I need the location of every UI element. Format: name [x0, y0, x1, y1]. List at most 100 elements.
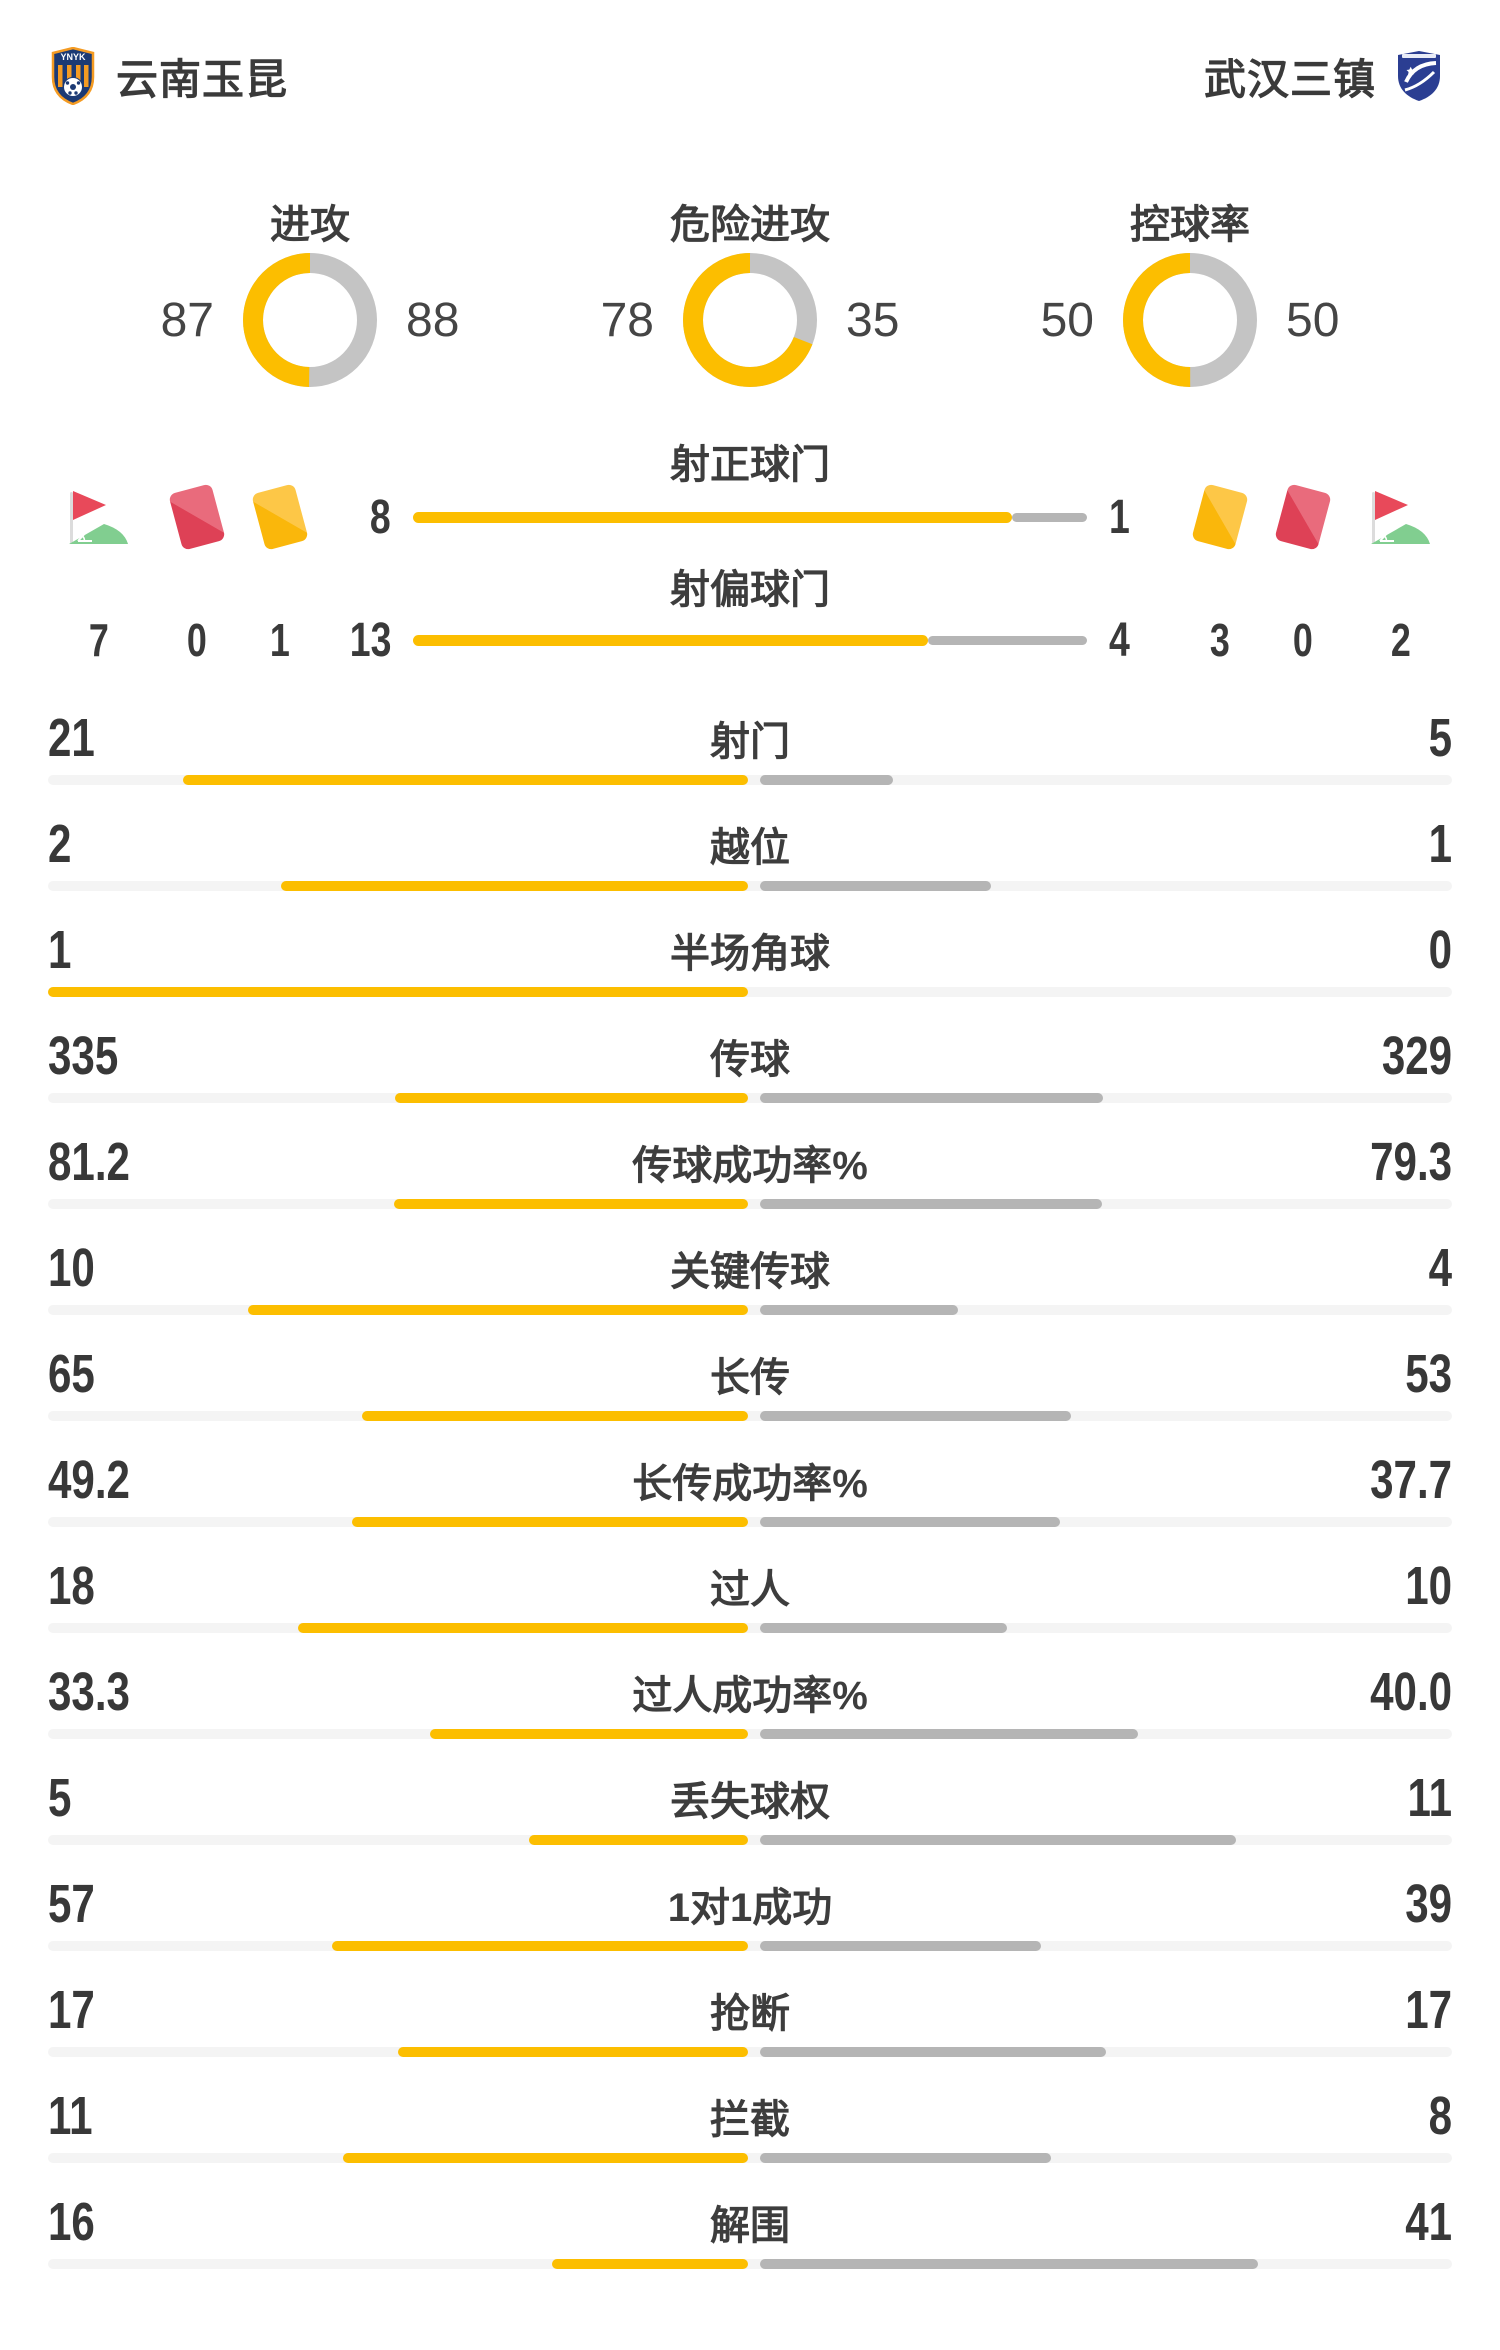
donut-dangerous-attack: 危险进攻 78 35 — [530, 202, 970, 390]
home-stat-bar — [48, 987, 748, 997]
yellow-card-icon — [1191, 483, 1249, 551]
away-yellow-cards-count: 3 — [1210, 614, 1230, 666]
away-stat-bar — [760, 1517, 1061, 1527]
home-stat-bar — [351, 1517, 748, 1527]
home-stat-bar — [430, 1729, 748, 1739]
stat-label: 传球成功率% — [632, 1144, 868, 1188]
home-stat-value: 11 — [48, 2086, 93, 2146]
stat-bar-track — [48, 1093, 1452, 1103]
stat-bar-track — [48, 1623, 1452, 1633]
stat-bar-track — [48, 2259, 1452, 2269]
home-stat-bar — [398, 2047, 748, 2057]
home-stat-value: 5 — [48, 1768, 72, 1828]
donut-title: 危险进攻 — [670, 203, 830, 247]
home-stat-bar — [281, 881, 748, 891]
away-stat-bar — [760, 2153, 1052, 2163]
away-stat-value: 1 — [1428, 814, 1452, 874]
stat-label: 传球 — [710, 1038, 790, 1082]
home-team-name: 云南玉昆 — [116, 55, 289, 103]
stat-label: 关键传球 — [670, 1250, 830, 1294]
home-stat-value: 18 — [48, 1556, 95, 1616]
stat-row: 49.2 长传成功率% 37.7 — [0, 1449, 1500, 1555]
away-stat-value: 329 — [1381, 1026, 1452, 1086]
home-stat-value: 21 — [48, 708, 95, 768]
home-stat-bar — [551, 2259, 748, 2269]
stat-row: 18 过人 10 — [0, 1555, 1500, 1661]
stat-label: 抢断 — [710, 1992, 790, 2036]
stat-label: 拦截 — [710, 2098, 790, 2142]
stat-label: 过人成功率% — [632, 1674, 868, 1718]
away-team-name: 武汉三镇 — [1203, 55, 1376, 103]
stat-label: 解围 — [710, 2204, 790, 2248]
stat-row: 81.2 传球成功率% 79.3 — [0, 1131, 1500, 1237]
home-stat-value: 65 — [48, 1344, 95, 1404]
stat-label: 半场角球 — [670, 932, 830, 976]
away-donut-value: 50 — [1286, 293, 1340, 347]
away-red-cards-count: 0 — [1293, 614, 1313, 666]
home-stat-value: 49.2 — [48, 1450, 130, 1510]
shots-off-target-label: 射偏球门 — [670, 568, 830, 612]
donut-title: 控球率 — [1130, 203, 1250, 247]
home-stat-value: 81.2 — [48, 1132, 130, 1192]
home-stat-value: 16 — [48, 2192, 95, 2252]
home-donut-value: 50 — [1040, 293, 1094, 347]
home-stat-bar — [182, 775, 748, 785]
away-stat-bar — [760, 2047, 1106, 2057]
away-discipline-icons — [1191, 483, 1438, 551]
home-shots-on-target: 8 — [370, 490, 391, 544]
stat-row: 33.3 过人成功率% 40.0 — [0, 1661, 1500, 1767]
stat-row: 11 拦截 8 — [0, 2085, 1500, 2191]
home-shots-off-target: 13 — [349, 613, 391, 667]
home-stat-value: 335 — [48, 1026, 119, 1086]
home-corners-count: 7 — [89, 614, 109, 666]
away-stat-value: 11 — [1407, 1768, 1452, 1828]
stat-row: 1 半场角球 0 — [0, 919, 1500, 1025]
away-discipline-counts: 3 0 2 — [1198, 613, 1438, 667]
stat-row: 10 关键传球 4 — [0, 1237, 1500, 1343]
shots-on-target-row: 8 1 — [0, 482, 1500, 552]
away-stat-value: 17 — [1405, 1980, 1452, 2040]
away-stat-bar — [760, 775, 894, 785]
home-donut-value: 87 — [160, 293, 214, 347]
stat-bar-track — [48, 1835, 1452, 1845]
away-stat-bar — [760, 1411, 1071, 1421]
away-stat-bar — [760, 2259, 1258, 2269]
away-stat-value: 40.0 — [1370, 1662, 1452, 1722]
home-stat-bar — [529, 1835, 748, 1845]
stat-bar-track — [48, 775, 1452, 785]
away-stat-value: 39 — [1405, 1874, 1452, 1934]
shots-on-target-bar — [397, 511, 1103, 523]
away-stat-bar — [760, 1199, 1102, 1209]
away-stat-value: 10 — [1405, 1556, 1452, 1616]
yellow-card-icon — [251, 483, 309, 551]
stat-row: 57 1对1成功 39 — [0, 1873, 1500, 1979]
home-stat-value: 17 — [48, 1980, 95, 2040]
home-stat-bar — [394, 1093, 748, 1103]
stat-label: 射门 — [710, 720, 790, 764]
donut-ring-chart — [243, 253, 377, 387]
stat-label: 长传成功率% — [632, 1462, 868, 1506]
away-bar-segment — [928, 635, 1087, 645]
home-yellow-cards-count: 1 — [270, 614, 290, 666]
stat-bar-track — [48, 1517, 1452, 1527]
stat-bar-track — [48, 1199, 1452, 1209]
stat-label: 长传 — [710, 1356, 790, 1400]
home-stat-bar — [393, 1199, 748, 1209]
away-shots-off-target: 4 — [1109, 613, 1130, 667]
away-stat-bar — [760, 1729, 1138, 1739]
home-stat-bar — [332, 1941, 748, 1951]
stat-bar-track — [48, 1411, 1452, 1421]
donut-title: 进攻 — [270, 203, 350, 247]
home-bar-segment — [413, 511, 1013, 523]
stat-row: 65 长传 53 — [0, 1343, 1500, 1449]
away-corners-count: 2 — [1391, 614, 1411, 666]
away-donut-value: 88 — [406, 293, 460, 347]
donut-ring-chart — [1123, 253, 1257, 387]
stat-bar-track — [48, 1941, 1452, 1951]
donut-charts: 进攻 87 88 危险进攻 78 35 控球率 50 50 — [0, 202, 1500, 390]
home-stat-bar — [342, 2153, 748, 2163]
shots-on-target-label: 射正球门 — [670, 443, 830, 487]
away-stat-value: 41 — [1405, 2192, 1452, 2252]
home-stat-value: 1 — [48, 920, 72, 980]
